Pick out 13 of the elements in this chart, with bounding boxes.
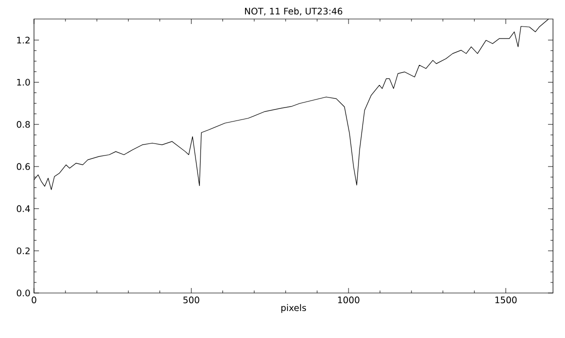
y-tick-label: 0.8: [16, 120, 30, 128]
y-tick-label: 0.0: [16, 290, 30, 296]
x-axis-title: pixels: [281, 304, 306, 313]
x-tick-label: 1500: [495, 296, 517, 304]
x-tick-label: 500: [183, 296, 200, 304]
y-tick-label: 0.4: [16, 205, 30, 212]
x-tick-label: 0: [32, 296, 36, 304]
chart-title: NOT, 11 Feb, UT23:46: [245, 8, 342, 16]
y-tick-label: 0.6: [16, 163, 30, 170]
y-tick-label: 0.2: [16, 247, 30, 254]
x-tick-label: 1000: [338, 296, 360, 304]
y-tick-label: 1.0: [17, 78, 30, 86]
y-tick-label: 1.2: [17, 36, 30, 44]
